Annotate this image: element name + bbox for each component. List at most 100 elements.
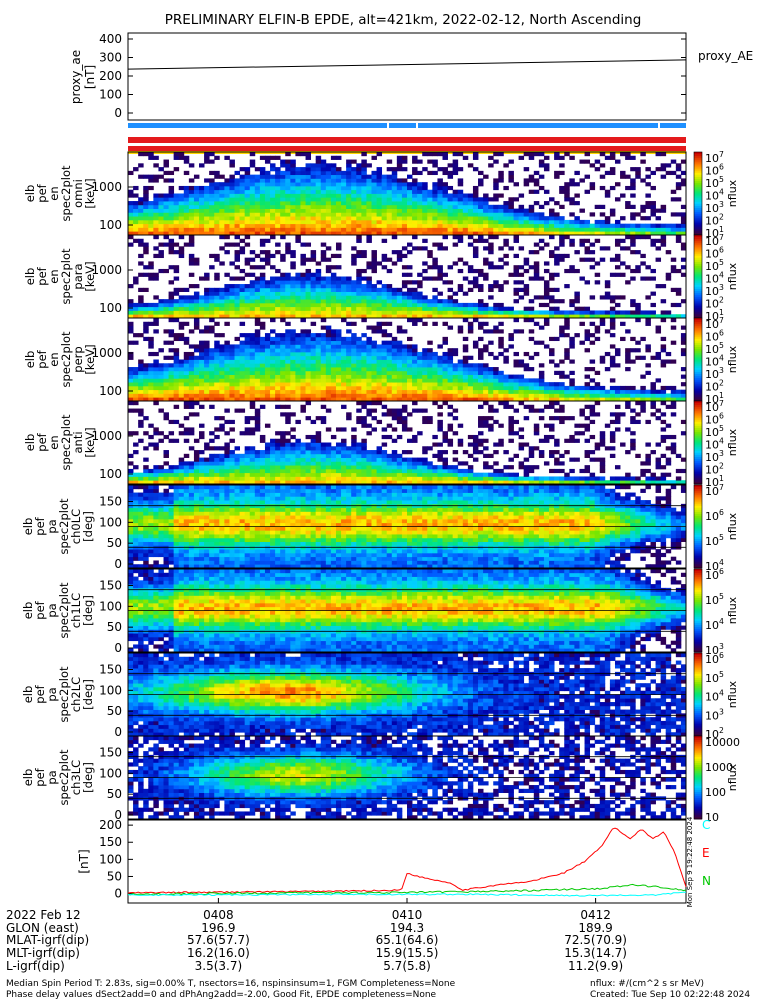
heatmap-cell bbox=[412, 306, 418, 311]
heatmap-cell bbox=[483, 321, 489, 326]
heatmap-cell bbox=[254, 227, 261, 232]
heatmap-cell bbox=[168, 170, 175, 176]
heatmap-cell bbox=[219, 370, 225, 375]
heatmap-cell bbox=[604, 231, 611, 236]
heatmap-cell bbox=[270, 167, 276, 172]
heatmap-cell bbox=[660, 344, 667, 349]
heatmap-cell bbox=[229, 476, 235, 481]
heatmap-cell bbox=[229, 204, 235, 209]
heatmap-cell bbox=[234, 363, 240, 368]
heatmap-cell bbox=[538, 152, 545, 157]
heatmap-cell bbox=[538, 382, 545, 387]
heatmap-cell bbox=[315, 363, 322, 368]
heatmap-cell bbox=[229, 351, 235, 357]
heatmap-cell bbox=[178, 378, 185, 383]
colorbar-segment bbox=[694, 392, 702, 396]
heatmap-cell bbox=[543, 219, 550, 225]
heatmap-cell bbox=[148, 480, 154, 485]
heatmap-cell bbox=[335, 306, 342, 311]
heatmap-cell bbox=[422, 208, 428, 213]
heatmap-cell bbox=[371, 197, 377, 202]
heatmap-cell bbox=[178, 472, 185, 477]
heatmap-cell bbox=[229, 457, 235, 462]
heatmap-cell bbox=[204, 201, 210, 206]
heatmap-cell bbox=[381, 185, 388, 191]
heatmap-cell bbox=[275, 227, 281, 232]
heatmap-cell bbox=[310, 367, 317, 372]
heatmap-cell bbox=[645, 389, 651, 394]
heatmap-cell bbox=[264, 238, 271, 243]
heatmap-cell bbox=[630, 238, 636, 243]
heatmap-cell bbox=[183, 219, 190, 225]
heatmap-cell bbox=[335, 170, 342, 176]
heatmap-cell bbox=[234, 480, 240, 485]
heatmap-cell bbox=[183, 461, 190, 466]
heatmap-cell bbox=[341, 476, 347, 481]
heatmap-cell bbox=[285, 446, 291, 451]
heatmap-cell bbox=[341, 185, 347, 191]
heatmap-cell bbox=[264, 389, 271, 394]
colorbar-segment bbox=[694, 245, 702, 248]
heatmap-cell bbox=[290, 446, 296, 451]
heatmap-cell bbox=[640, 276, 646, 281]
heatmap-cell bbox=[254, 212, 261, 217]
heatmap-cell bbox=[407, 295, 413, 300]
heatmap-cell bbox=[483, 272, 489, 277]
heatmap-cell bbox=[376, 306, 383, 311]
heatmap-cell bbox=[599, 174, 606, 179]
heatmap-cell bbox=[305, 219, 312, 225]
heatmap-cell bbox=[224, 287, 230, 292]
heatmap-cell bbox=[442, 182, 448, 187]
heatmap-cell bbox=[229, 397, 235, 402]
heatmap-cell bbox=[655, 208, 662, 213]
heatmap-cell bbox=[584, 159, 591, 164]
heatmap-cell bbox=[376, 397, 383, 402]
heatmap-cell bbox=[386, 212, 393, 217]
heatmap-cell bbox=[361, 302, 367, 308]
heatmap-cell bbox=[209, 152, 215, 157]
heatmap-cell bbox=[650, 389, 656, 394]
heatmap-cell bbox=[371, 287, 377, 292]
heatmap-cell bbox=[193, 438, 200, 443]
heatmap-cell bbox=[620, 193, 626, 198]
heatmap-cell bbox=[193, 382, 200, 387]
heatmap-cell bbox=[584, 333, 591, 338]
heatmap-cell bbox=[467, 374, 474, 379]
heatmap-cell bbox=[650, 170, 656, 176]
heatmap-cell bbox=[401, 359, 408, 364]
heatmap-cell bbox=[199, 351, 205, 357]
heatmap-cell bbox=[178, 370, 185, 375]
heatmap-cell bbox=[133, 216, 139, 221]
heatmap-cell bbox=[574, 223, 580, 228]
heatmap-cell bbox=[234, 299, 240, 304]
heatmap-cell bbox=[432, 359, 438, 364]
heatmap-cell bbox=[366, 219, 372, 225]
heatmap-cell bbox=[447, 170, 454, 176]
heatmap-cell bbox=[249, 295, 256, 300]
heatmap-cell bbox=[173, 219, 180, 225]
heatmap-cell bbox=[229, 223, 235, 228]
heatmap-cell bbox=[498, 340, 504, 345]
heatmap-cell bbox=[569, 393, 575, 398]
heatmap-cell bbox=[234, 219, 240, 225]
heatmap-cell bbox=[361, 340, 367, 345]
heatmap-cell bbox=[346, 336, 352, 342]
heatmap-cell bbox=[295, 182, 301, 187]
heatmap-cell bbox=[427, 348, 433, 353]
heatmap-cell bbox=[346, 201, 352, 206]
heatmap-cell bbox=[209, 329, 215, 334]
heatmap-cell bbox=[295, 480, 301, 485]
heatmap-cell bbox=[168, 318, 175, 323]
heatmap-cell bbox=[315, 367, 322, 372]
heatmap-cell bbox=[173, 438, 180, 443]
heatmap-cell bbox=[341, 212, 347, 217]
heatmap-cell bbox=[483, 201, 489, 206]
heatmap-cell bbox=[396, 257, 403, 262]
heatmap-cell bbox=[366, 363, 372, 368]
heatmap-cell bbox=[199, 385, 205, 391]
heatmap-cell bbox=[325, 450, 332, 455]
heatmap-cell bbox=[488, 374, 494, 379]
heatmap-cell bbox=[457, 284, 464, 289]
heatmap-cell bbox=[386, 193, 393, 198]
heatmap-cell bbox=[356, 340, 362, 345]
